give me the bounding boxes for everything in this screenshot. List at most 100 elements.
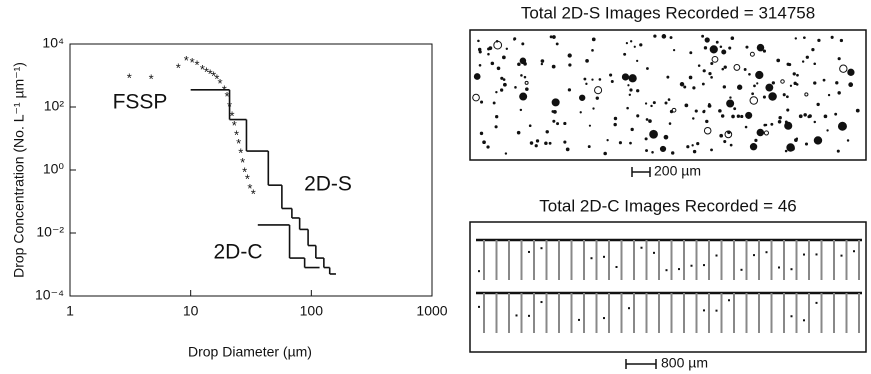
particle (687, 146, 689, 148)
particle (501, 77, 503, 79)
particle (564, 141, 566, 143)
particle (522, 43, 524, 45)
particle (766, 84, 773, 91)
particle (781, 80, 785, 84)
particle (479, 51, 481, 53)
particle (837, 150, 839, 152)
particle (693, 87, 695, 89)
particle (746, 46, 748, 48)
particle (704, 110, 705, 111)
x-tick-label: 1000 (416, 303, 447, 319)
particle (741, 269, 743, 271)
figure: Drop Diameter (µm) Drop Concentration (N… (0, 0, 871, 374)
particle (553, 120, 555, 122)
particle (693, 118, 694, 119)
asterisk-marker: * (251, 186, 256, 201)
particle (697, 143, 699, 145)
particle (503, 83, 506, 86)
particle (814, 82, 816, 84)
particle (541, 247, 543, 249)
particle (690, 52, 692, 54)
particle (670, 37, 672, 39)
particle (750, 97, 757, 104)
particle (721, 115, 723, 117)
particle (828, 94, 829, 95)
particle (744, 69, 746, 71)
particle (787, 109, 789, 111)
particle (614, 123, 616, 125)
image-panel (470, 222, 866, 352)
particle (604, 152, 607, 155)
particle (716, 41, 718, 43)
particle (824, 115, 827, 118)
particle (730, 97, 731, 98)
particle (692, 145, 693, 146)
particle (637, 60, 638, 61)
asterisk-marker: * (176, 60, 181, 75)
particle (607, 139, 608, 140)
particle (488, 53, 490, 55)
particle (556, 43, 558, 45)
particle (653, 252, 655, 254)
particle (473, 94, 480, 101)
particle (670, 110, 672, 112)
particle (756, 71, 763, 78)
particle (680, 82, 683, 85)
particle (535, 145, 537, 147)
asterisk-marker: * (195, 57, 200, 72)
particle (506, 48, 507, 49)
particle (630, 41, 631, 42)
asterisk-marker: * (149, 71, 154, 86)
particle (704, 127, 711, 134)
particle (647, 68, 649, 70)
particle (685, 104, 688, 107)
particle (720, 46, 722, 48)
particle (805, 143, 807, 145)
particle (766, 251, 768, 253)
particle (495, 126, 497, 128)
particle (712, 56, 718, 62)
particle (611, 80, 613, 82)
particle (634, 46, 635, 47)
particle (550, 36, 552, 38)
particle (631, 128, 633, 130)
particle (734, 65, 740, 71)
particle (586, 60, 589, 63)
particle (706, 120, 708, 122)
y-axis-label: Drop Concentration (No. L⁻¹ µm⁻¹) (11, 62, 27, 278)
particle (629, 75, 636, 82)
series-label: 2D-S (304, 173, 352, 196)
particle (637, 90, 639, 92)
particle (741, 115, 743, 117)
particle (755, 139, 757, 141)
particle (596, 97, 598, 99)
particle (856, 109, 859, 112)
particle (624, 53, 626, 55)
particle (711, 62, 713, 64)
particle (799, 115, 802, 118)
particle (496, 116, 498, 118)
particle (593, 108, 594, 109)
particle (629, 94, 630, 95)
particle (728, 299, 730, 301)
particle (514, 39, 515, 40)
particle (516, 314, 518, 316)
particle (805, 93, 808, 96)
particle (757, 83, 758, 84)
particle (803, 254, 805, 256)
particle (668, 99, 670, 101)
x-tick-label: 1 (66, 303, 74, 319)
particle (530, 142, 533, 145)
y-tick-label: 10⁴ (42, 35, 64, 51)
particle-images (473, 35, 862, 333)
particle (619, 142, 621, 144)
particle (691, 265, 693, 267)
particle (710, 46, 717, 53)
particle (591, 257, 593, 259)
particle (711, 149, 713, 151)
particle (616, 266, 618, 268)
particle (480, 132, 482, 134)
particle (727, 100, 734, 107)
particle (552, 99, 559, 106)
particle (672, 152, 674, 154)
